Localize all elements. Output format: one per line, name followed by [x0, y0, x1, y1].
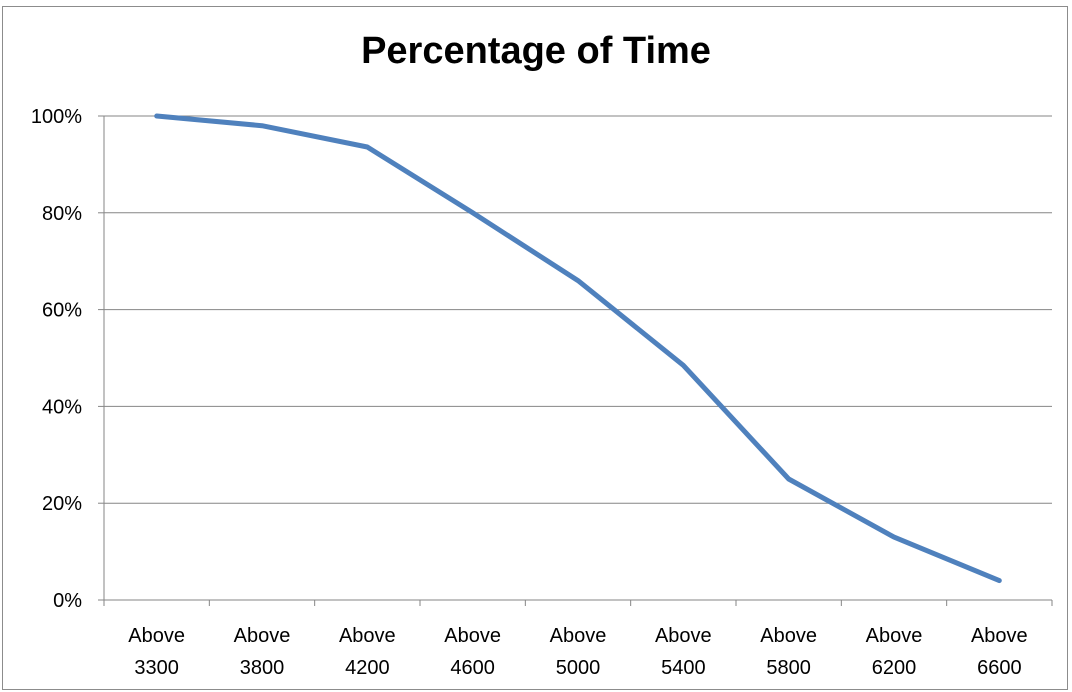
series-group [154, 113, 1002, 584]
y-tick-labels: 0% 20% 40% 60% 80% 100% [31, 106, 82, 612]
series-line [154, 113, 1002, 584]
y-tick-label: 0% [53, 590, 82, 612]
x-tick-label: Above 6600 [971, 625, 1028, 679]
x-tick-label: Above 3800 [234, 625, 291, 679]
x-tick-labels: Above 3300 Above 3800 Above 4200 Above 4600 Abov… [128, 625, 1027, 679]
y-tick-label: 40% [42, 396, 82, 418]
x-tick-label: Above 3300 [128, 625, 185, 679]
x-tick-label: Above 4600 [444, 625, 501, 679]
y-tick-label: 80% [42, 203, 82, 225]
x-tick-label: Above 5800 [760, 625, 817, 679]
y-tick-label: 60% [42, 300, 82, 322]
chart-title: Percentage of Time [361, 30, 711, 72]
x-tick-label: Above 6200 [866, 625, 923, 679]
gridlines [104, 115, 1052, 504]
x-tick-label: Above 5000 [550, 625, 607, 679]
y-tick-label: 20% [42, 493, 82, 515]
axes [98, 115, 1053, 606]
y-tick-label: 100% [31, 106, 82, 128]
x-tick-label: Above 4200 [339, 625, 396, 679]
x-tick-label: Above 5400 [655, 625, 712, 679]
